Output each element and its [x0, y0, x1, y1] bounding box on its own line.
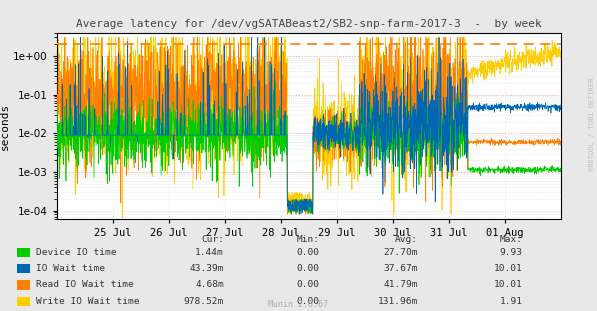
Text: 0.00: 0.00: [296, 264, 319, 273]
Text: 131.96m: 131.96m: [378, 297, 418, 306]
Text: Read IO Wait time: Read IO Wait time: [36, 281, 134, 290]
Text: IO Wait time: IO Wait time: [36, 264, 105, 273]
Text: 43.39m: 43.39m: [189, 264, 224, 273]
Text: 978.52m: 978.52m: [184, 297, 224, 306]
Bar: [17, 264, 30, 273]
Text: 0.00: 0.00: [296, 248, 319, 257]
Text: Munin 2.0.67: Munin 2.0.67: [269, 300, 328, 309]
Text: 41.79m: 41.79m: [383, 281, 418, 290]
Text: Write IO Wait time: Write IO Wait time: [36, 297, 139, 306]
Bar: [17, 280, 30, 290]
Text: Cur:: Cur:: [201, 235, 224, 244]
Text: 0.00: 0.00: [296, 297, 319, 306]
Text: Min:: Min:: [296, 235, 319, 244]
Text: 10.01: 10.01: [494, 264, 522, 273]
Text: 1.44m: 1.44m: [195, 248, 224, 257]
Text: 9.93: 9.93: [499, 248, 522, 257]
Bar: [17, 297, 30, 306]
Text: 27.70m: 27.70m: [383, 248, 418, 257]
Text: 0.00: 0.00: [296, 281, 319, 290]
Text: 10.01: 10.01: [494, 281, 522, 290]
Y-axis label: seconds: seconds: [0, 102, 10, 150]
Title: Average latency for /dev/vgSATABeast2/SB2-snp-farm-2017-3  -  by week: Average latency for /dev/vgSATABeast2/SB…: [76, 19, 542, 29]
Text: 1.91: 1.91: [499, 297, 522, 306]
Text: Max:: Max:: [499, 235, 522, 244]
Text: Avg:: Avg:: [395, 235, 418, 244]
Text: Device IO time: Device IO time: [36, 248, 116, 257]
Bar: [17, 248, 30, 257]
Text: RRDTOOL / TOBI OETIKER: RRDTOOL / TOBI OETIKER: [589, 78, 595, 171]
Text: 4.68m: 4.68m: [195, 281, 224, 290]
Text: 37.67m: 37.67m: [383, 264, 418, 273]
